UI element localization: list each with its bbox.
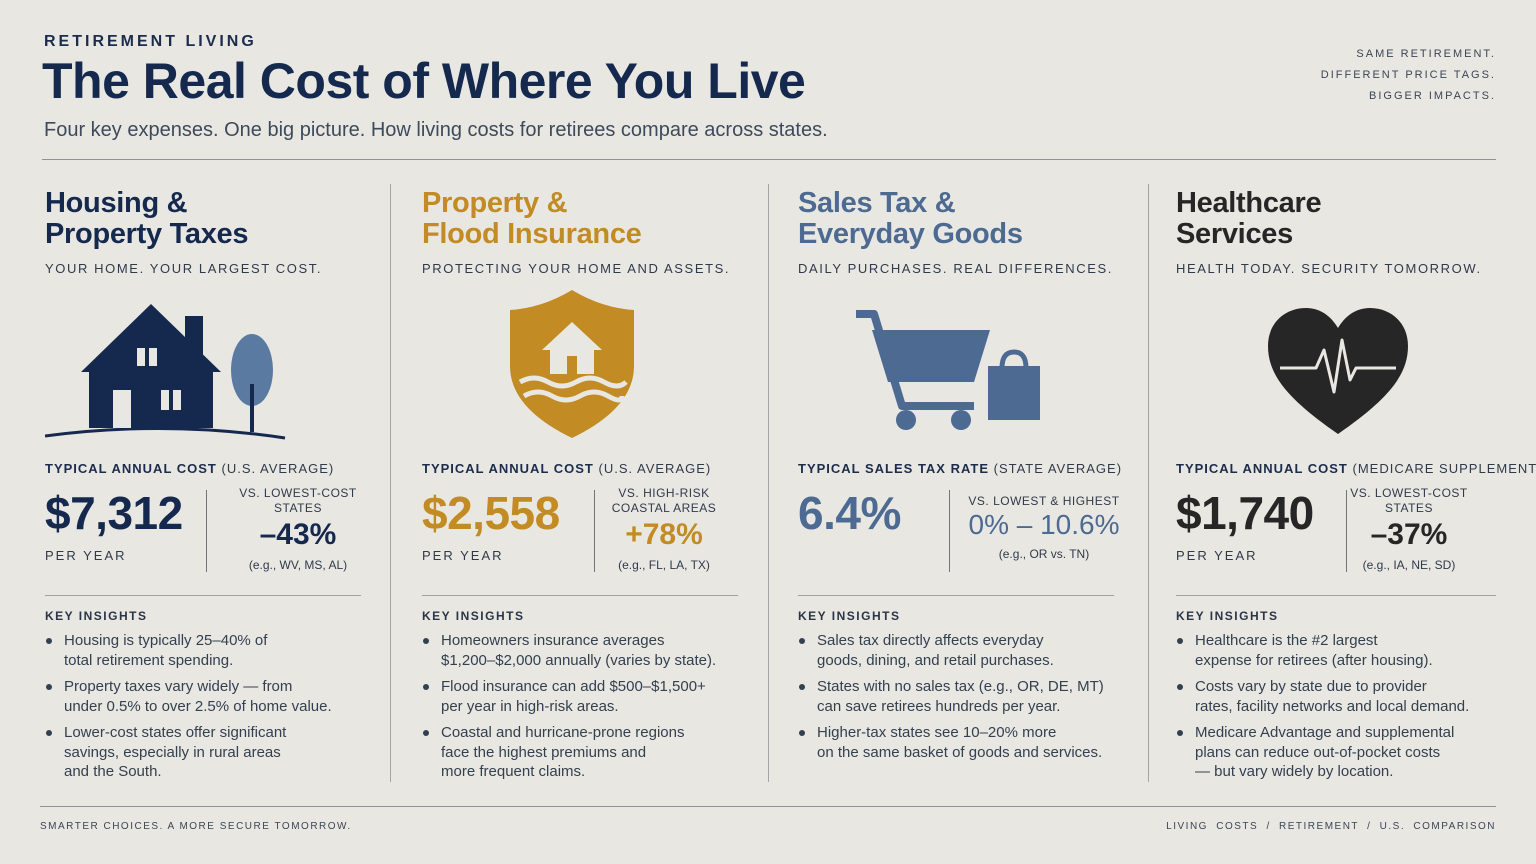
insight-item: Housing is typically 25–40% of total reti… [45,631,365,670]
comparison-example: (e.g., FL, LA, TX) [618,558,710,572]
insight-item: Higher-tax states see 10–20% more on the … [798,723,1118,762]
cost-label: TYPICAL ANNUAL COST (MEDICARE SUPPLEMENT… [1176,461,1536,476]
insight-item: Costs vary by state due to provider rates… [1176,677,1500,716]
comparison-label: VS. LOWEST-COST [1350,486,1468,500]
cost-value: 6.4% [798,487,901,539]
column-title-line: Services [1176,218,1293,250]
comparison-value: 0% – 10.6% [968,509,1120,540]
cost-value: $2,558 [422,487,560,539]
insight-item: Property taxes vary widely — from under 0… [45,677,365,716]
column-rule [45,595,361,596]
comparison-value: –37% [1370,518,1448,551]
insights-list: Sales tax directly affects everyday goods… [798,631,1118,769]
column-sales-tax: Sales Tax & Everyday Goods DAILY PURCHAS… [798,188,1121,761]
stat-separator [206,490,207,572]
insights-list: Healthcare is the #2 largest expense for … [1176,631,1500,789]
comparison-value: +78% [625,518,703,551]
comparison-label: STATES [274,501,322,515]
column-housing: Housing & Property Taxes YOUR HOME. YOUR… [44,188,365,780]
stat-separator [594,490,595,572]
insights-label: KEY INSIGHTS [798,609,901,623]
column-title-line: Flood Insurance [422,218,642,250]
column-title-line: Everyday Goods [798,218,1023,250]
header-divider [42,159,1496,160]
shield-home-icon [422,288,742,448]
tagline: SAME RETIREMENT. DIFFERENT PRICE TAGS. B… [1321,44,1496,107]
insight-item: Lower-cost states offer significant savin… [45,723,365,782]
column-title-line: Healthcare [1176,187,1322,219]
column-kicker: DAILY PURCHASES. REAL DIFFERENCES. [798,261,1113,276]
insights-list: Housing is typically 25–40% of total reti… [45,631,365,789]
insight-item: Sales tax directly affects everyday goods… [798,631,1118,670]
insights-label: KEY INSIGHTS [1176,609,1279,623]
comparison-label: COASTAL AREAS [611,501,717,515]
insights-label: KEY INSIGHTS [45,609,148,623]
column-rule [1176,595,1496,596]
column-title-line: Sales Tax & [798,187,956,219]
insight-item: Coastal and hurricane-prone regions face … [422,723,742,782]
column-kicker: YOUR HOME. YOUR LARGEST COST. [45,261,323,276]
insight-item: Homeowners insurance averages $1,200–$2,0… [422,631,742,670]
column-divider [390,184,391,782]
comparison-example: (e.g., OR vs. TN) [998,547,1090,561]
cost-label: TYPICAL ANNUAL COST (U.S. AVERAGE) [45,461,335,476]
comparison-example: (e.g., WV, MS, AL) [248,558,348,572]
comparison-example: (e.g., IA, NE, SD) [1362,558,1456,572]
comparison-block: VS. HIGH-RISK COASTAL AREAS +78% (e.g., … [589,486,739,572]
heart-pulse-icon [1176,288,1496,448]
page-subtitle: Four key expenses. One big picture. How … [44,119,828,141]
footer-divider [40,806,1496,807]
column-title-line: Housing & [45,187,188,219]
insight-item: Healthcare is the #2 largest expense for … [1176,631,1500,670]
cost-value: $1,740 [1176,487,1314,539]
column-healthcare: Healthcare Services HEALTH TODAY. SECURI… [1176,188,1536,780]
per-year-label: PER YEAR [45,548,127,563]
insight-item: States with no sales tax (e.g., OR, DE, … [798,677,1118,716]
column-insurance: Property & Flood Insurance PROTECTING YO… [422,188,742,780]
column-title-line: Property & [422,187,568,219]
footer-tagline: SMARTER CHOICES. A MORE SECURE TOMORROW. [40,821,352,832]
footer-breadcrumb: LIVING COSTS / RETIREMENT / U.S. COMPARI… [1166,821,1496,832]
comparison-block: VS. LOWEST-COST STATES –43% (e.g., WV, M… [223,486,373,572]
comparison-label: STATES [1385,501,1433,515]
column-title: Property & Flood Insurance [422,188,742,250]
column-title: Sales Tax & Everyday Goods [798,188,1118,250]
column-divider [1148,184,1149,782]
eyebrow-label: RETIREMENT LIVING [44,33,257,50]
page-title: The Real Cost of Where You Live [42,53,806,109]
tagline-line: SAME RETIREMENT. [1356,48,1496,60]
column-title: Healthcare Services [1176,188,1500,250]
column-divider [768,184,769,782]
per-year-label: PER YEAR [422,548,504,563]
comparison-label: VS. HIGH-RISK [618,486,710,500]
column-title: Housing & Property Taxes [45,188,365,250]
cost-label: TYPICAL ANNUAL COST (U.S. AVERAGE) [422,461,712,476]
insights-list: Homeowners insurance averages $1,200–$2,0… [422,631,742,789]
stat-separator [949,490,950,572]
column-rule [798,595,1114,596]
per-year-label: PER YEAR [1176,548,1258,563]
comparison-value: –43% [259,518,337,551]
insights-label: KEY INSIGHTS [422,609,525,623]
insight-item: Flood insurance can add $500–$1,500+ per … [422,677,742,716]
cost-label: TYPICAL SALES TAX RATE (STATE AVERAGE) [798,461,1123,476]
column-kicker: HEALTH TODAY. SECURITY TOMORROW. [1176,261,1482,276]
tagline-line: DIFFERENT PRICE TAGS. [1320,69,1496,81]
cost-value: $7,312 [45,487,183,539]
tagline-line: BIGGER IMPACTS. [1369,90,1496,102]
column-kicker: PROTECTING YOUR HOME AND ASSETS. [422,261,731,276]
column-rule [422,595,738,596]
stat-separator [1346,490,1347,572]
shopping-cart-icon [798,288,1118,448]
comparison-block: VS. LOWEST-COST STATES –37% (e.g., IA, N… [1334,486,1484,572]
house-icon [44,288,365,448]
comparison-label: VS. LOWEST-COST [239,486,357,500]
column-title-line: Property Taxes [45,218,249,250]
comparison-block: VS. LOWEST & HIGHEST 0% – 10.6% (e.g., O… [964,494,1124,561]
comparison-label: VS. LOWEST & HIGHEST [968,494,1120,508]
insight-item: Medicare Advantage and supplemental plans… [1176,723,1500,782]
